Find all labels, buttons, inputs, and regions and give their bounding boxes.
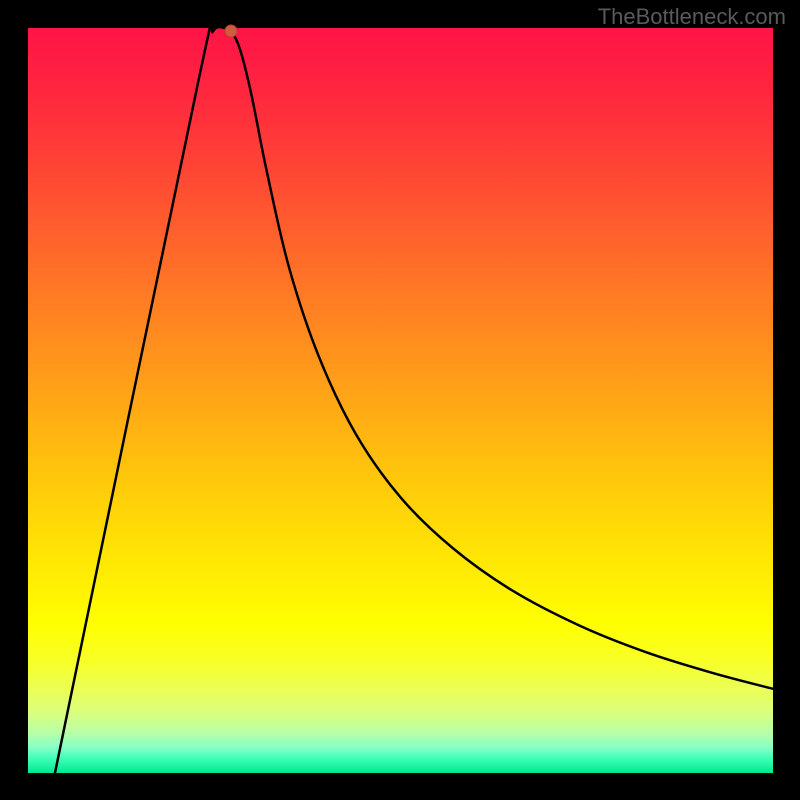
optimal-point-marker <box>224 24 237 37</box>
watermark-text: TheBottleneck.com <box>598 4 786 30</box>
bottleneck-curve <box>28 28 773 773</box>
chart-plot-area <box>28 28 773 773</box>
